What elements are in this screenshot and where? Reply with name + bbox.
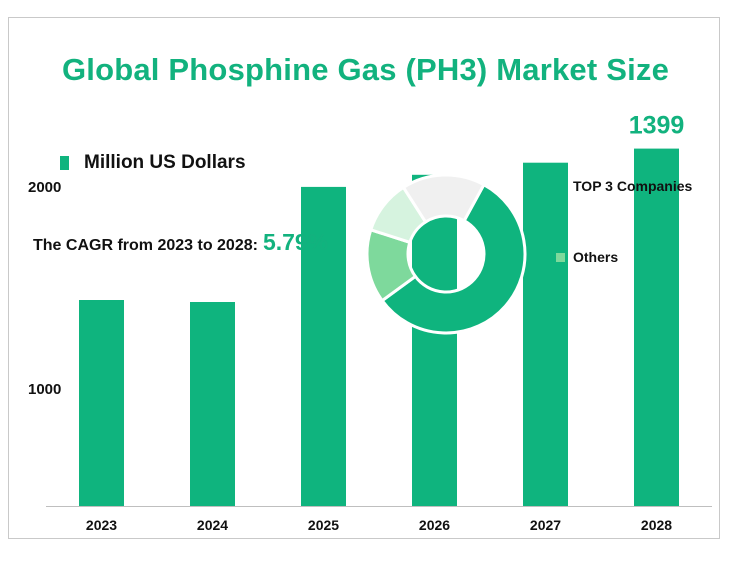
chart-frame — [8, 17, 720, 539]
cagr-value: 5.79% — [262, 229, 329, 255]
donut-slice-top-3-companies — [380, 182, 527, 335]
bar-2025 — [301, 186, 346, 506]
pie-legend-top3: TOP 3 Companies — [556, 178, 692, 194]
pie-legend-others: Others — [556, 249, 618, 265]
x-tick-2024: 2024 — [197, 517, 228, 533]
unit-legend-label: Million US Dollars — [84, 152, 246, 173]
x-tick-2025: 2025 — [308, 517, 339, 533]
bar-2027 — [523, 162, 568, 506]
bar-2023 — [79, 300, 124, 506]
bar-series: 2023 2024 2025 2026 2027 2028 1399 1000 2000 — [28, 112, 712, 533]
x-tick-2026: 2026 — [419, 517, 450, 533]
x-tick-2028: 2028 — [641, 517, 672, 533]
x-tick-2023: 2023 — [86, 517, 117, 533]
pie-legend-others-swatch — [556, 252, 565, 262]
bar-2026 — [412, 174, 457, 507]
chart-title: Global Phosphine Gas (PH3) Market Size — [61, 52, 670, 87]
cagr-text: The CAGR from 2023 to 2028: 5.79% — [33, 229, 328, 256]
y-tick-2000: 2000 — [28, 179, 61, 196]
cagr-label: The CAGR from 2023 to 2028: — [33, 237, 258, 254]
pie-legend-top3-label: TOP 3 Companies — [573, 178, 693, 194]
unit-legend: Million US Dollars — [60, 152, 246, 174]
pie-legend-others-label: Others — [573, 249, 619, 265]
donut-chart — [365, 173, 527, 335]
y-tick-1000: 1000 — [28, 381, 61, 398]
data-label-2028: 1399 — [629, 112, 685, 140]
x-tick-2027: 2027 — [530, 517, 561, 533]
unit-legend-swatch — [60, 156, 69, 170]
bar-2028 — [634, 148, 679, 506]
bar-2024 — [190, 302, 235, 506]
donut-slice-segment-3 — [401, 173, 486, 225]
pie-legend-top3-swatch — [556, 181, 565, 191]
